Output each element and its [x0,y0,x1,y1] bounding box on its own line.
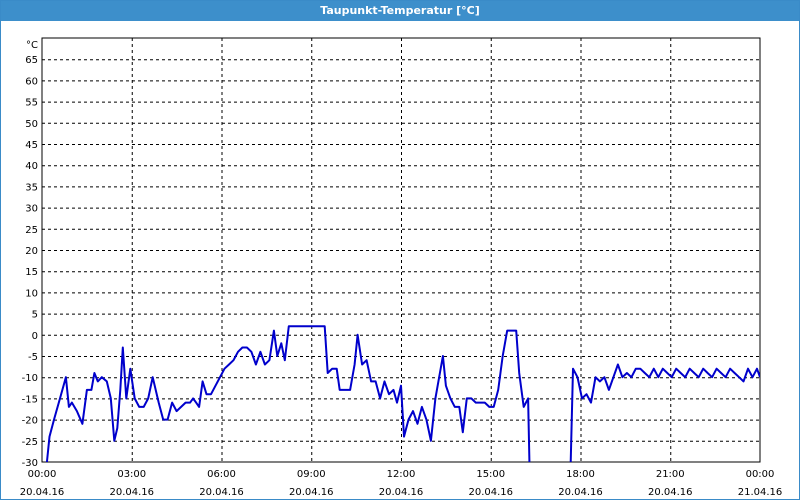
x-tick-date: 20.04.16 [648,487,693,498]
y-tick-label: 45 [25,140,38,151]
y-tick-label: -25 [22,437,38,448]
y-tick-label: 60 [25,76,38,87]
y-tick-label: 10 [25,288,38,299]
y-tick-label: 50 [25,119,38,130]
y-tick-label: 0 [32,331,38,342]
x-tick-time: 18:00 [566,469,595,480]
x-tick-date: 20.04.16 [289,487,334,498]
x-tick-date: 21.04.16 [738,487,783,498]
x-tick-date: 20.04.16 [468,487,513,498]
x-tick-date: 20.04.16 [20,487,65,498]
dewpoint-chart: -30 -25 -20 -15 -10 -5 0 5 10 15 20 25 30 35 40 45 50 55 6… [20,37,783,498]
series-line [45,325,531,462]
y-tick-label: 20 [25,246,38,257]
y-tick-label: 25 [25,225,38,236]
y-unit-label: °C [26,40,38,51]
x-tick-time: 12:00 [387,469,416,480]
x-tick-time: 06:00 [207,469,236,480]
series-line [569,363,760,462]
y-tick-label: 5 [32,310,38,321]
y-tick-label: 35 [25,182,38,193]
x-tick-time: 00:00 [746,469,775,480]
y-tick-label: -20 [22,416,38,427]
y-tick-label: -30 [22,458,38,469]
window-title: Taupunkt-Temperatur [°C] [1,1,799,21]
x-tick-time: 00:00 [28,469,57,480]
y-tick-label: 55 [25,98,38,109]
x-tick-date: 20.04.16 [199,487,244,498]
x-tick-time: 09:00 [297,469,326,480]
x-tick-date: 20.04.16 [558,487,603,498]
x-tick-time: 15:00 [476,469,505,480]
x-tick-date: 20.04.16 [109,487,154,498]
y-tick-label: 65 [25,55,38,66]
x-tick-time: 21:00 [656,469,685,480]
y-tick-label: -15 [22,394,38,405]
y-tick-label: 15 [25,267,38,278]
y-tick-label: 40 [25,161,38,172]
x-tick-date: 20.04.16 [379,487,424,498]
y-tick-label: 30 [25,204,38,215]
x-tick-time: 03:00 [117,469,146,480]
y-tick-label: -5 [28,352,38,363]
y-tick-label: -10 [22,373,38,384]
